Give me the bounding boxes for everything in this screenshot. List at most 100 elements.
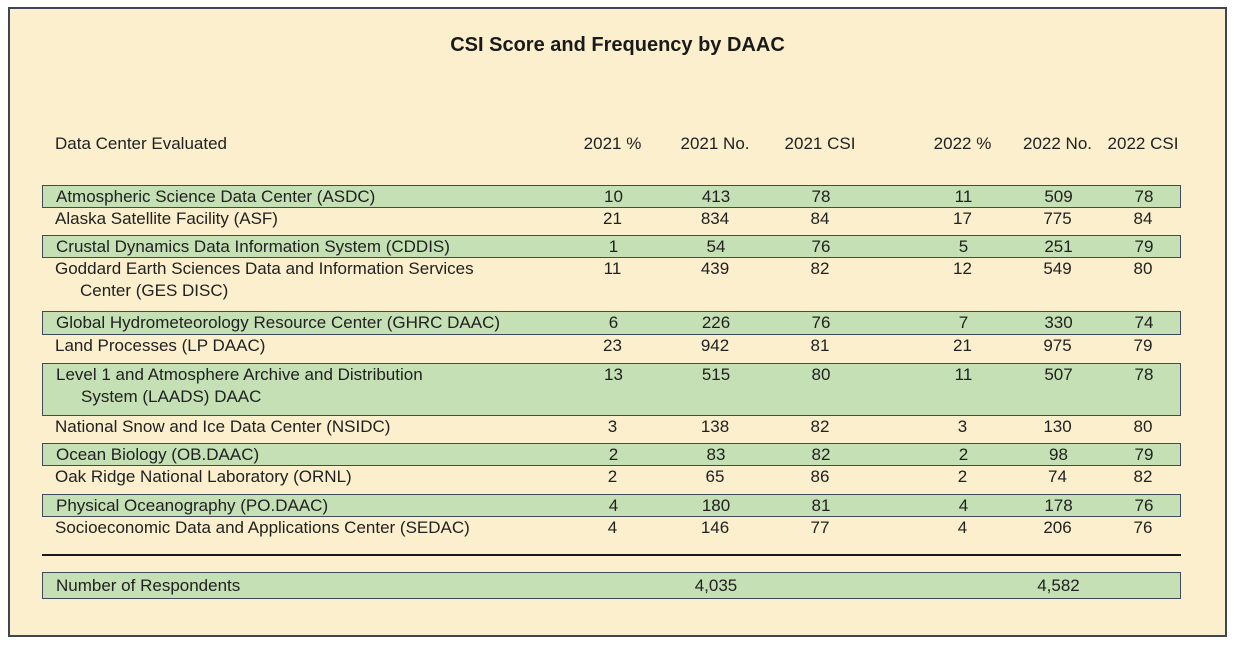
cell-2022-pct: 7 — [958, 313, 969, 332]
column-gap — [870, 335, 915, 363]
row-label-cell: Ocean Biology (OB.DAAC) — [43, 444, 566, 465]
table-row: Goddard Earth Sciences Data and Informat… — [42, 258, 1181, 311]
cell-2022-pct: 12 — [953, 259, 972, 278]
cell-2022-csi: 79 — [1134, 237, 1154, 256]
cell-2022-no: 251 — [1044, 237, 1073, 256]
cell-2022-no: 330 — [1044, 313, 1073, 332]
column-gap — [870, 133, 915, 155]
cell-2022-pct: 5 — [958, 237, 969, 256]
column-gap — [871, 495, 916, 516]
column-gap — [871, 186, 916, 207]
cell-2022-no: 549 — [1043, 259, 1072, 278]
empty-cell — [566, 573, 661, 598]
cell-2022-pct: 2 — [958, 445, 969, 464]
row-label: Atmospheric Science Data Center (ASDC) — [56, 187, 376, 206]
column-gap — [870, 258, 915, 311]
row-label: Level 1 and Atmosphere Archive and Distr… — [56, 365, 423, 384]
cell-2021-csi: 81 — [811, 496, 831, 515]
row-label: National Snow and Ice Data Center (NSIDC… — [55, 417, 391, 436]
respondents-2021-total: 4,035 — [694, 576, 738, 595]
row-label-cell: Goddard Earth Sciences Data and Informat… — [42, 258, 565, 311]
table-frame: CSI Score and Frequency by DAAC Data Cen… — [8, 7, 1227, 637]
cell-2021-csi: 82 — [810, 259, 830, 278]
cell-2021-pct: 4 — [608, 496, 619, 515]
column-gap — [871, 364, 916, 415]
cell-2022-no: 98 — [1049, 445, 1068, 464]
row-label-cell: Atmospheric Science Data Center (ASDC) — [43, 186, 566, 207]
cell-2021-no: 65 — [705, 467, 725, 486]
cell-2022-csi: 80 — [1133, 259, 1153, 278]
header-2021-no: 2021 No. — [680, 134, 750, 153]
cell-2022-csi: 80 — [1133, 417, 1153, 436]
table-row: Oak Ridge National Laboratory (ORNL) 2 6… — [42, 466, 1181, 494]
cell-2022-csi: 76 — [1133, 518, 1153, 537]
row-label-cell: Crustal Dynamics Data Information System… — [43, 236, 566, 257]
row-label: Physical Oceanography (PO.DAAC) — [56, 496, 329, 515]
cell-2022-no: 775 — [1043, 209, 1072, 228]
cell-2022-csi: 76 — [1134, 496, 1154, 515]
row-label: Socioeconomic Data and Applications Cent… — [55, 518, 470, 537]
header-2022-csi: 2022 CSI — [1107, 134, 1179, 153]
column-gap — [870, 416, 915, 443]
row-label-cell: Level 1 and Atmosphere Archive and Distr… — [43, 364, 566, 415]
cell-2022-csi: 78 — [1134, 365, 1154, 384]
cell-2022-csi: 74 — [1134, 313, 1154, 332]
empty-cell — [916, 573, 1011, 598]
table-row: Physical Oceanography (PO.DAAC) 4 180 81… — [42, 494, 1181, 517]
row-label-cell: Alaska Satellite Facility (ASF) — [42, 208, 565, 235]
row-label-cell: Global Hydrometeorology Resource Center … — [43, 312, 566, 334]
cell-2022-pct: 4 — [957, 518, 968, 537]
cell-2021-pct: 1 — [608, 237, 619, 256]
cell-2021-csi: 82 — [810, 417, 830, 436]
respondents-row: Number of Respondents 4,035 4,582 — [42, 572, 1181, 599]
header-2021-pct: 2021 % — [583, 134, 642, 153]
column-gap — [871, 444, 916, 465]
cell-2021-pct: 21 — [603, 209, 622, 228]
row-label: Crustal Dynamics Data Information System… — [56, 237, 450, 256]
row-label-cell: National Snow and Ice Data Center (NSIDC… — [42, 416, 565, 443]
row-label: Land Processes (LP DAAC) — [55, 336, 266, 355]
empty-cell — [1106, 573, 1182, 598]
table-row: Alaska Satellite Facility (ASF) 21 834 8… — [42, 208, 1181, 235]
cell-2021-pct: 23 — [603, 336, 622, 355]
cell-2021-pct: 11 — [603, 259, 622, 278]
respondents-2022-total: 4,582 — [1037, 576, 1080, 595]
cell-2021-pct: 2 — [607, 467, 618, 486]
column-gap — [870, 208, 915, 235]
header-data-center-evaluated: Data Center Evaluated — [55, 134, 227, 153]
cell-2022-no: 130 — [1043, 417, 1072, 436]
cell-2022-pct: 21 — [953, 336, 972, 355]
cell-2022-pct: 17 — [953, 209, 972, 228]
table-header: Data Center Evaluated 2021 % 2021 No. 20… — [42, 133, 1181, 155]
cell-2021-csi: 78 — [811, 187, 831, 206]
cell-2022-pct: 11 — [954, 187, 973, 206]
column-gap — [871, 573, 916, 598]
cell-2022-csi: 79 — [1134, 445, 1154, 464]
cell-2021-no: 180 — [701, 496, 731, 515]
cell-2021-csi: 84 — [810, 209, 830, 228]
header-2021-csi: 2021 CSI — [784, 134, 856, 153]
cell-2021-no: 834 — [700, 209, 730, 228]
cell-2021-pct: 6 — [608, 313, 619, 332]
cell-2022-no: 507 — [1044, 365, 1073, 384]
cell-2021-pct: 10 — [604, 187, 623, 206]
cell-2022-pct: 2 — [957, 467, 968, 486]
cell-2022-pct: 3 — [957, 417, 968, 436]
cell-2021-pct: 4 — [607, 518, 618, 537]
cell-2021-csi: 76 — [811, 237, 831, 256]
empty-cell — [771, 573, 871, 598]
column-gap — [870, 517, 915, 546]
table-row: National Snow and Ice Data Center (NSIDC… — [42, 416, 1181, 443]
cell-2022-csi: 84 — [1133, 209, 1153, 228]
table-row: Crustal Dynamics Data Information System… — [42, 235, 1181, 258]
cell-2021-no: 54 — [706, 237, 726, 256]
footer-divider-line — [42, 554, 1181, 556]
cell-2021-no: 942 — [700, 336, 730, 355]
header-2022-pct: 2022 % — [933, 134, 992, 153]
cell-2021-pct: 3 — [607, 417, 618, 436]
cell-2022-no: 975 — [1043, 336, 1072, 355]
cell-2022-csi: 78 — [1134, 187, 1154, 206]
cell-2022-csi: 79 — [1133, 336, 1153, 355]
table-row: Land Processes (LP DAAC) 23 942 81 21 97… — [42, 335, 1181, 363]
cell-2021-no: 226 — [701, 313, 731, 332]
